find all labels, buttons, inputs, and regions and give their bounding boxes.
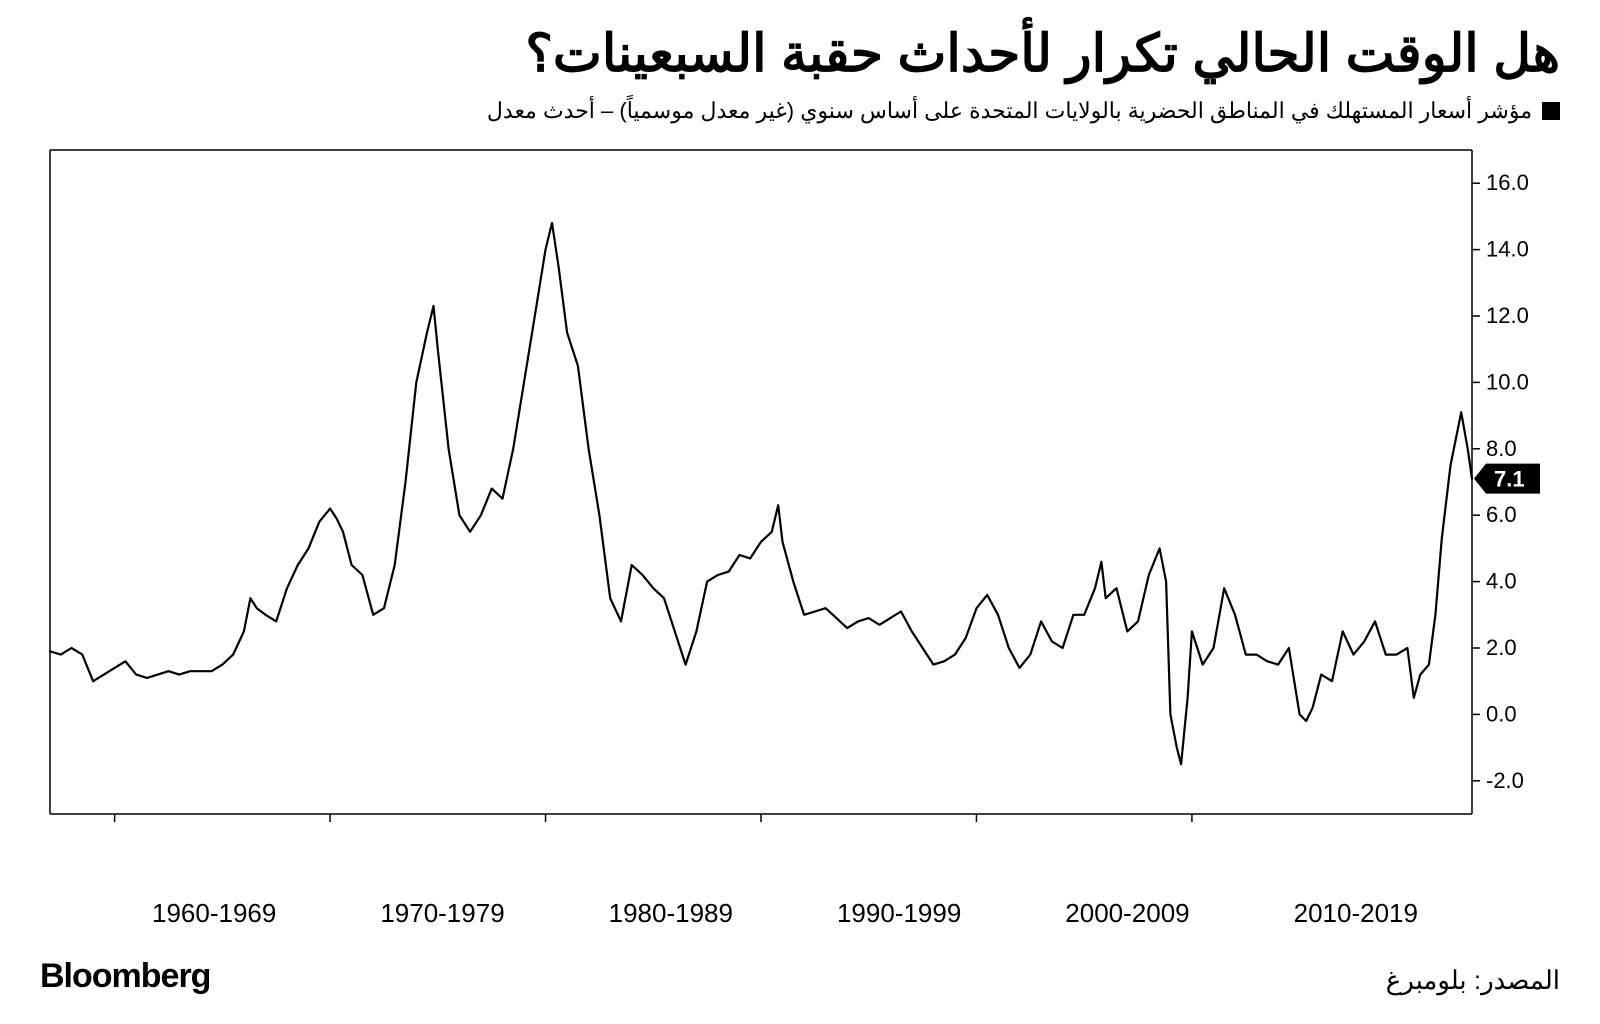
- line-chart-svg: -2.0 0.0 2.0 4.0 6.0 8.0 10.0 12.0 14.0 16.0 7.1: [40, 142, 1560, 822]
- x-decade-label: 1970-1979: [328, 898, 556, 929]
- y-tick-label: 2.0: [1486, 635, 1517, 660]
- cpi-line: [50, 223, 1472, 764]
- brand-logo: Bloomberg: [40, 957, 210, 996]
- x-axis-labels: 1960-19691970-19791980-19891990-19992000…: [40, 888, 1560, 929]
- y-tick-label: 16.0: [1486, 170, 1529, 195]
- y-tick-label: 0.0: [1486, 701, 1517, 726]
- y-tick-label: 6.0: [1486, 502, 1517, 527]
- x-decade-label: 1990-1999: [785, 898, 1013, 929]
- latest-value: 7.1: [1494, 467, 1525, 492]
- x-decade-label: 2000-2009: [1013, 898, 1241, 929]
- y-tick-label: 8.0: [1486, 436, 1517, 461]
- legend-swatch: [1542, 102, 1560, 120]
- y-tick-label: -2.0: [1486, 768, 1524, 793]
- y-tick-label: 14.0: [1486, 237, 1529, 262]
- legend: مؤشر أسعار المستهلك في المناطق الحضرية ب…: [40, 98, 1560, 124]
- chart-title: هل الوقت الحالي تكرار لأحداث حقبة السبعي…: [40, 24, 1560, 84]
- x-decade-label: 2010-2019: [1242, 898, 1470, 929]
- chart-area: -2.0 0.0 2.0 4.0 6.0 8.0 10.0 12.0 14.0 16.0 7.1: [40, 142, 1560, 888]
- x-decade-label: 1960-1969: [100, 898, 328, 929]
- x-decade-label: 1980-1989: [557, 898, 785, 929]
- y-tick-label: 12.0: [1486, 303, 1529, 328]
- y-tick-label: 4.0: [1486, 569, 1517, 594]
- source-text: المصدر: بلومبرغ: [1386, 965, 1560, 996]
- y-tick-label: 10.0: [1486, 369, 1529, 394]
- legend-text: مؤشر أسعار المستهلك في المناطق الحضرية ب…: [487, 98, 1532, 124]
